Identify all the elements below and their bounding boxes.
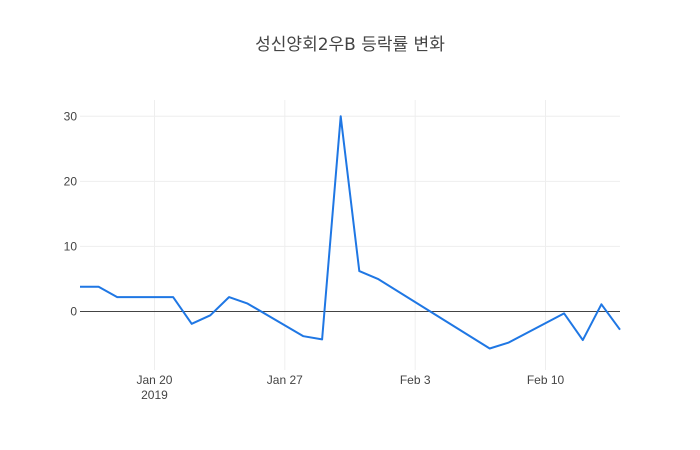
series-line bbox=[80, 115, 621, 350]
x-tick-sublabel: 2019 bbox=[141, 388, 168, 402]
y-tick-label: 30 bbox=[64, 109, 78, 123]
x-tick-label: Jan 20 bbox=[136, 373, 172, 387]
y-tick-label: 10 bbox=[64, 239, 78, 253]
grid bbox=[80, 100, 620, 370]
y-tick-label: 0 bbox=[70, 304, 77, 318]
series-layer bbox=[80, 115, 621, 350]
x-tick-label: Jan 27 bbox=[267, 373, 303, 387]
y-tick-label: 20 bbox=[64, 174, 78, 188]
chart-title: 성신양회2우B 등락률 변화 bbox=[255, 35, 445, 55]
x-tick-label: Feb 3 bbox=[400, 373, 431, 387]
x-tick-label: Feb 10 bbox=[527, 373, 565, 387]
